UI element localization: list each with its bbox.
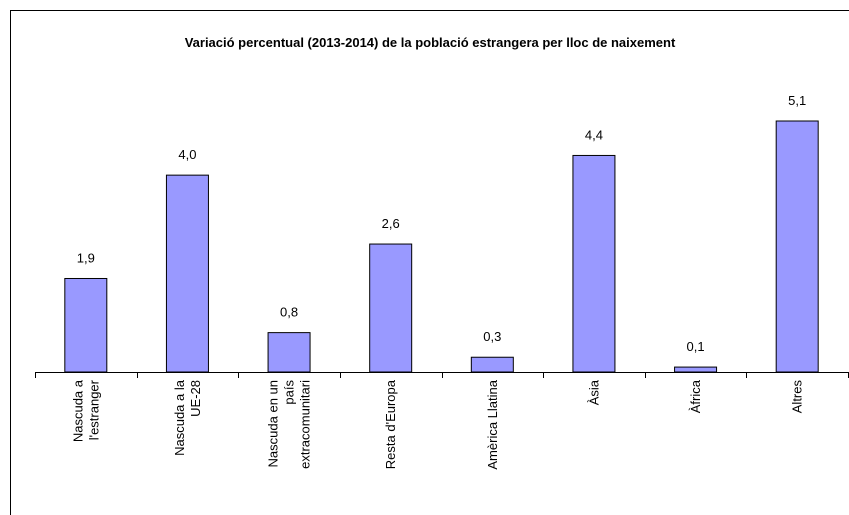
bar — [369, 243, 413, 373]
bar — [775, 120, 819, 373]
bar — [572, 154, 616, 373]
data-label: 4,0 — [178, 147, 196, 162]
x-tick-label: Nascuda a laUE-28 — [172, 379, 203, 456]
data-label: 0,8 — [280, 305, 298, 320]
bar — [165, 174, 209, 373]
x-tick-label: Altres — [790, 380, 805, 414]
bar — [267, 332, 311, 373]
chart-frame — [10, 10, 849, 515]
data-label: 5,1 — [788, 93, 806, 108]
data-label: 2,6 — [382, 216, 400, 231]
chart-title: Variació percentual (2013-2014) de la po… — [185, 35, 676, 50]
bar — [470, 356, 514, 373]
x-tick-label: Àfrica — [688, 379, 703, 413]
x-tick-label: Nascuda en unpaísextracomunitari — [266, 380, 313, 469]
x-tick-label: Àsia — [586, 379, 601, 405]
x-tick-label: Amèrica Llatina — [485, 379, 500, 469]
x-tick-label: Resta d'Europa — [383, 379, 398, 469]
bar — [674, 366, 718, 373]
data-label: 4,4 — [585, 127, 603, 142]
x-tick-label: Nascuda al'estranger — [70, 379, 101, 442]
data-label: 0,3 — [483, 329, 501, 344]
data-label: 1,9 — [77, 250, 95, 265]
data-label: 0,1 — [687, 339, 705, 354]
bar — [64, 277, 108, 373]
